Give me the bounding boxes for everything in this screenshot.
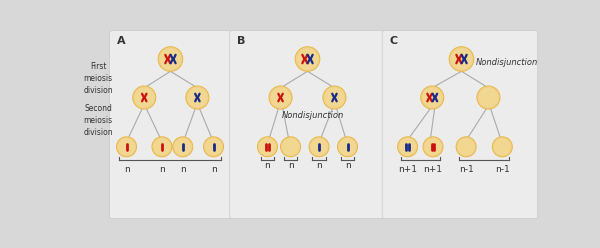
Ellipse shape [259, 138, 276, 155]
Ellipse shape [309, 137, 329, 157]
Ellipse shape [323, 86, 346, 109]
Text: n+1: n+1 [424, 164, 443, 174]
Ellipse shape [118, 138, 135, 155]
Ellipse shape [281, 137, 301, 157]
Ellipse shape [492, 137, 512, 157]
FancyBboxPatch shape [382, 31, 538, 218]
Ellipse shape [295, 47, 320, 71]
Ellipse shape [133, 86, 156, 109]
Ellipse shape [282, 138, 299, 155]
Text: n: n [287, 161, 293, 170]
Ellipse shape [422, 88, 442, 107]
Text: n-1: n-1 [495, 164, 509, 174]
Ellipse shape [458, 138, 475, 155]
Text: n: n [265, 161, 271, 170]
Ellipse shape [134, 88, 154, 107]
FancyBboxPatch shape [110, 31, 231, 218]
Text: n-1: n-1 [459, 164, 473, 174]
Ellipse shape [160, 49, 181, 69]
Ellipse shape [203, 137, 224, 157]
Ellipse shape [456, 137, 476, 157]
Ellipse shape [257, 137, 277, 157]
Ellipse shape [325, 88, 344, 107]
Text: n: n [344, 161, 350, 170]
Ellipse shape [423, 137, 443, 157]
Ellipse shape [398, 137, 418, 157]
Ellipse shape [116, 137, 137, 157]
FancyBboxPatch shape [230, 31, 384, 218]
Text: n: n [316, 161, 322, 170]
Ellipse shape [477, 86, 500, 109]
Ellipse shape [451, 49, 472, 69]
Ellipse shape [297, 49, 318, 69]
Text: n: n [211, 164, 217, 174]
Ellipse shape [338, 137, 358, 157]
Text: Second
meiosis
division: Second meiosis division [83, 104, 113, 137]
Text: A: A [116, 36, 125, 46]
Ellipse shape [399, 138, 416, 155]
Ellipse shape [421, 86, 444, 109]
Ellipse shape [154, 138, 170, 155]
Ellipse shape [271, 88, 290, 107]
Ellipse shape [479, 88, 498, 107]
Text: n: n [180, 164, 185, 174]
Ellipse shape [311, 138, 328, 155]
Text: B: B [236, 36, 245, 46]
Ellipse shape [188, 88, 207, 107]
Text: n: n [124, 164, 130, 174]
Ellipse shape [174, 138, 191, 155]
Text: n+1: n+1 [398, 164, 417, 174]
Text: Nondisjunction: Nondisjunction [476, 58, 538, 67]
Ellipse shape [449, 47, 474, 71]
Ellipse shape [173, 137, 193, 157]
Ellipse shape [494, 138, 511, 155]
Text: n: n [159, 164, 165, 174]
Text: Nondisjunction: Nondisjunction [281, 111, 344, 120]
Text: First
meiosis
division: First meiosis division [83, 62, 113, 94]
Ellipse shape [205, 138, 222, 155]
Ellipse shape [158, 47, 183, 71]
Ellipse shape [152, 137, 172, 157]
Ellipse shape [339, 138, 356, 155]
Ellipse shape [186, 86, 209, 109]
Text: C: C [389, 36, 397, 46]
Ellipse shape [425, 138, 442, 155]
Ellipse shape [269, 86, 292, 109]
